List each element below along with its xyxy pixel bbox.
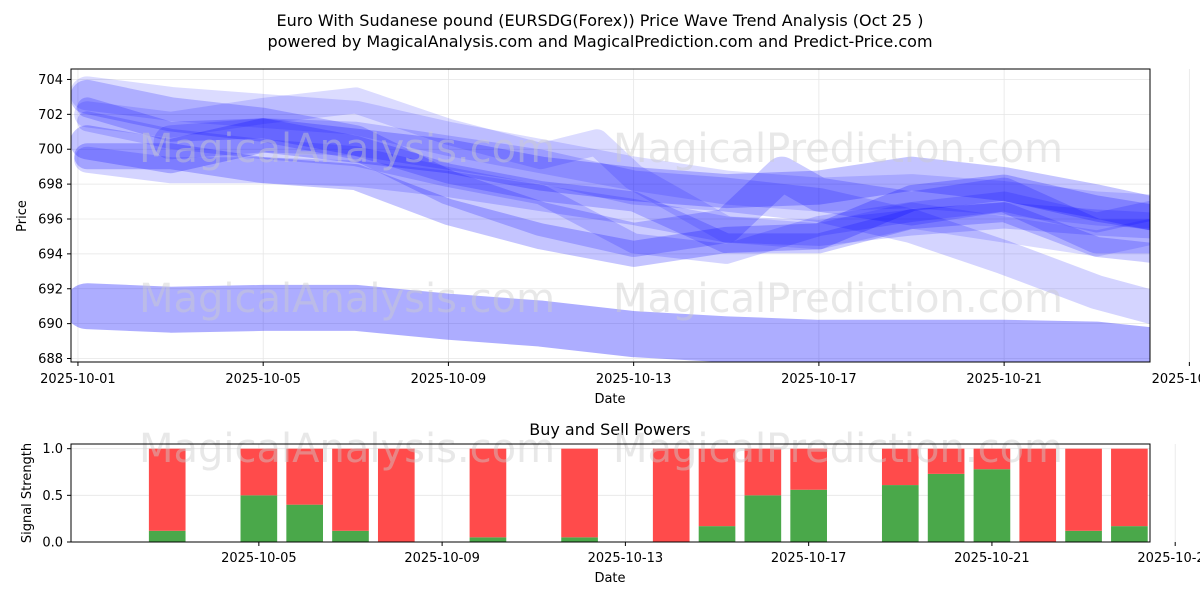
price-wave-band-6 <box>77 111 1150 264</box>
powers-x-axis: 2025-10-05 2025-10-09 2025-10-13 2025-10-17… <box>221 542 1200 566</box>
powers-x-tick-label: 2025-10-17 <box>771 551 847 566</box>
price-wave-band-1 <box>71 76 1150 229</box>
price-wave-bands <box>71 76 1150 362</box>
powers-y-tick-label: 0.5 <box>42 489 63 504</box>
buy-bar <box>332 530 369 542</box>
price-wave-band-5 <box>74 87 1150 257</box>
price-wave-band-7 <box>71 79 1150 257</box>
buy-bar <box>469 537 507 542</box>
buy-bar <box>1065 530 1102 542</box>
buy-bar <box>698 526 736 542</box>
powers-y-axis-label: Signal Strength <box>20 443 35 543</box>
price-y-tick-label: 700 <box>38 143 63 158</box>
price-x-tick-label: 2025-10-05 <box>225 372 301 387</box>
sell-bar <box>652 448 690 542</box>
powers-x-tick-label: 2025-10-05 <box>221 551 297 566</box>
price-wave-band-3 <box>77 97 1150 263</box>
price-x-tick-label: 2025-10-21 <box>966 372 1042 387</box>
price-y-tick-label: 702 <box>38 108 63 123</box>
price-y-tick-label: 690 <box>38 317 63 332</box>
sell-bar <box>790 448 827 490</box>
sell-bar <box>1065 448 1102 531</box>
watermark-right-middle: MagicalPrediction.com <box>613 276 1063 322</box>
watermark-right-bottom: MagicalPrediction.com <box>613 426 1063 472</box>
price-wave-band-2 <box>74 146 1150 246</box>
price-x-tick-label: 2025-10-01 <box>40 372 116 387</box>
price-y-tick-label: 698 <box>38 178 63 193</box>
powers-y-tick-label: 1.0 <box>42 442 63 457</box>
price-y-tick-label: 688 <box>38 352 63 367</box>
buy-bar <box>744 495 782 542</box>
sell-bar <box>927 448 965 474</box>
buy-bar <box>561 537 598 542</box>
sell-bar <box>148 448 186 531</box>
buy-bar <box>973 469 1011 542</box>
price-wave-band-9 <box>71 283 1150 362</box>
powers-bars <box>148 448 1148 542</box>
watermark-left-top: MagicalAnalysis.com <box>139 126 555 172</box>
sell-bar <box>286 448 323 505</box>
price-x-axis: 2025-10-01 2025-10-05 2025-10-09 2025-10-13… <box>40 362 1200 387</box>
buy-bar <box>881 485 919 542</box>
figure-subtitle: powered by MagicalAnalysis.com and Magic… <box>267 32 932 51</box>
buy-bar <box>240 495 278 542</box>
sell-bar <box>377 448 415 542</box>
sell-bar <box>881 448 919 486</box>
price-y-axis: 688 690 692 694 696 698 700 702 704 <box>38 73 71 367</box>
buy-bar <box>286 504 323 542</box>
price-wave-band-10 <box>153 118 1150 325</box>
powers-chart-title: Buy and Sell Powers <box>529 420 691 439</box>
watermark-left-middle: MagicalAnalysis.com <box>139 276 555 322</box>
price-x-tick-label: 2025-10-09 <box>411 372 487 387</box>
sell-bar <box>1111 448 1148 527</box>
price-x-axis-label: Date <box>594 392 625 407</box>
sell-bar <box>698 448 736 527</box>
price-x-tick-label: 2025-10-25 <box>1152 372 1200 387</box>
powers-x-tick-label: 2025-10-21 <box>954 551 1030 566</box>
powers-x-tick-label: 2025-10-13 <box>588 551 664 566</box>
price-chart-frame <box>70 68 1151 363</box>
sell-bar <box>744 448 782 496</box>
powers-y-tick-label: 0.0 <box>42 536 63 551</box>
buy-bar <box>148 530 186 542</box>
powers-y-axis: 0.0 0.5 1.0 <box>42 442 71 551</box>
price-y-tick-label: 696 <box>38 212 63 227</box>
powers-x-axis-label: Date <box>594 571 625 586</box>
price-y-tick-label: 694 <box>38 247 63 262</box>
powers-chart-frame <box>70 443 1151 543</box>
watermark-right-top: MagicalPrediction.com <box>613 126 1063 172</box>
buy-bar <box>790 489 827 542</box>
price-y-tick-label: 692 <box>38 282 63 297</box>
price-x-tick-label: 2025-10-17 <box>781 372 857 387</box>
sell-bar <box>1019 448 1057 542</box>
sell-bar <box>973 448 1011 470</box>
sell-bar <box>469 448 507 538</box>
powers-x-tick-label: 2025-10-25 <box>1137 551 1200 566</box>
powers-x-tick-label: 2025-10-09 <box>404 551 480 566</box>
price-y-tick-label: 704 <box>38 73 63 88</box>
price-y-axis-label: Price <box>15 200 30 232</box>
price-x-tick-label: 2025-10-13 <box>596 372 672 387</box>
sell-bar <box>561 448 598 538</box>
sell-bar <box>332 448 369 531</box>
watermark-left-bottom: MagicalAnalysis.com <box>139 426 555 472</box>
sell-bar <box>240 448 278 496</box>
price-chart-grid <box>71 69 1190 362</box>
buy-bar <box>927 473 965 542</box>
buy-bar <box>1111 526 1148 542</box>
price-wave-band-4 <box>71 118 1150 231</box>
price-wave-band-8 <box>74 143 1150 267</box>
figure-title: Euro With Sudanese pound (EURSDG(Forex))… <box>277 11 924 30</box>
